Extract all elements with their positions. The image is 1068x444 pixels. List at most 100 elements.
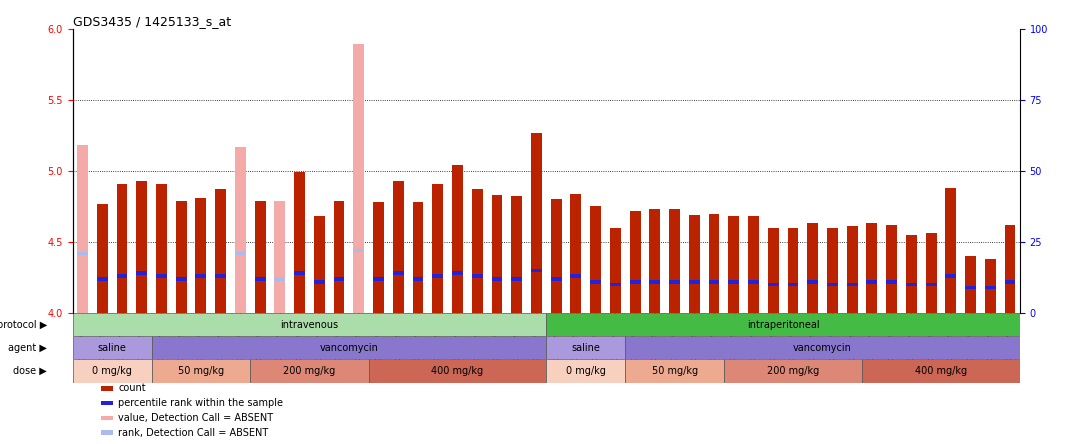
- Bar: [333, 277, 345, 281]
- Bar: [807, 223, 818, 313]
- Bar: [491, 195, 502, 313]
- Bar: [649, 280, 660, 284]
- Bar: [373, 277, 384, 281]
- Text: 400 mg/kg: 400 mg/kg: [915, 366, 967, 376]
- Bar: [807, 280, 818, 284]
- Bar: [1005, 225, 1016, 313]
- Bar: [945, 274, 956, 278]
- Bar: [77, 145, 88, 313]
- Bar: [708, 280, 720, 284]
- Bar: [1005, 280, 1016, 284]
- FancyBboxPatch shape: [724, 360, 862, 383]
- Bar: [491, 277, 502, 281]
- Bar: [670, 280, 680, 284]
- Bar: [630, 280, 641, 284]
- Bar: [77, 252, 88, 255]
- FancyBboxPatch shape: [547, 360, 625, 383]
- Bar: [156, 274, 167, 278]
- Bar: [512, 197, 522, 313]
- Bar: [906, 283, 916, 286]
- Text: percentile rank within the sample: percentile rank within the sample: [119, 398, 283, 408]
- Bar: [314, 280, 325, 284]
- Text: 0 mg/kg: 0 mg/kg: [566, 366, 606, 376]
- Bar: [452, 271, 462, 275]
- Bar: [354, 44, 364, 313]
- Bar: [101, 431, 113, 435]
- Bar: [254, 277, 266, 281]
- Bar: [610, 228, 621, 313]
- FancyBboxPatch shape: [547, 336, 625, 360]
- Bar: [412, 277, 423, 281]
- Text: 50 mg/kg: 50 mg/kg: [178, 366, 224, 376]
- Text: 200 mg/kg: 200 mg/kg: [767, 366, 819, 376]
- Text: dose ▶: dose ▶: [13, 366, 47, 376]
- Bar: [116, 274, 127, 278]
- Bar: [472, 190, 483, 313]
- Bar: [649, 209, 660, 313]
- Bar: [906, 235, 916, 313]
- FancyBboxPatch shape: [73, 313, 547, 336]
- Bar: [314, 216, 325, 313]
- Bar: [768, 228, 779, 313]
- Bar: [866, 280, 877, 284]
- Bar: [610, 283, 621, 286]
- Bar: [748, 216, 759, 313]
- Bar: [512, 277, 522, 281]
- Bar: [176, 277, 187, 281]
- Bar: [591, 280, 601, 284]
- Text: saline: saline: [97, 343, 126, 353]
- Bar: [827, 283, 838, 286]
- Text: 400 mg/kg: 400 mg/kg: [431, 366, 484, 376]
- FancyBboxPatch shape: [250, 360, 368, 383]
- Bar: [886, 280, 897, 284]
- Bar: [985, 259, 995, 313]
- Text: GDS3435 / 1425133_s_at: GDS3435 / 1425133_s_at: [73, 15, 231, 28]
- Bar: [333, 201, 345, 313]
- Bar: [137, 181, 147, 313]
- Bar: [176, 201, 187, 313]
- Bar: [294, 172, 305, 313]
- Bar: [195, 198, 206, 313]
- Text: protocol ▶: protocol ▶: [0, 320, 47, 329]
- Bar: [412, 202, 423, 313]
- Bar: [433, 274, 443, 278]
- Bar: [787, 283, 799, 286]
- Text: rank, Detection Call = ABSENT: rank, Detection Call = ABSENT: [119, 428, 268, 438]
- Bar: [728, 216, 739, 313]
- Bar: [689, 280, 700, 284]
- Bar: [216, 190, 226, 313]
- Bar: [274, 201, 285, 313]
- Bar: [433, 184, 443, 313]
- Bar: [570, 194, 581, 313]
- FancyBboxPatch shape: [625, 360, 724, 383]
- Bar: [551, 277, 562, 281]
- Bar: [827, 228, 838, 313]
- Bar: [254, 201, 266, 313]
- Bar: [768, 283, 779, 286]
- Bar: [354, 249, 364, 252]
- Bar: [847, 283, 858, 286]
- Bar: [570, 274, 581, 278]
- Bar: [847, 226, 858, 313]
- Bar: [708, 214, 720, 313]
- Bar: [866, 223, 877, 313]
- Text: saline: saline: [571, 343, 600, 353]
- Bar: [452, 165, 462, 313]
- Bar: [945, 188, 956, 313]
- Bar: [373, 202, 384, 313]
- Text: intravenous: intravenous: [281, 320, 339, 329]
- Text: 0 mg/kg: 0 mg/kg: [92, 366, 132, 376]
- Bar: [787, 228, 799, 313]
- Bar: [97, 277, 108, 281]
- Bar: [926, 234, 937, 313]
- Bar: [101, 401, 113, 405]
- Bar: [294, 271, 305, 275]
- Bar: [591, 206, 601, 313]
- Bar: [216, 274, 226, 278]
- Bar: [551, 199, 562, 313]
- Bar: [101, 416, 113, 420]
- Bar: [97, 204, 108, 313]
- Bar: [965, 285, 976, 289]
- Bar: [630, 211, 641, 313]
- Text: vancomycin: vancomycin: [794, 343, 852, 353]
